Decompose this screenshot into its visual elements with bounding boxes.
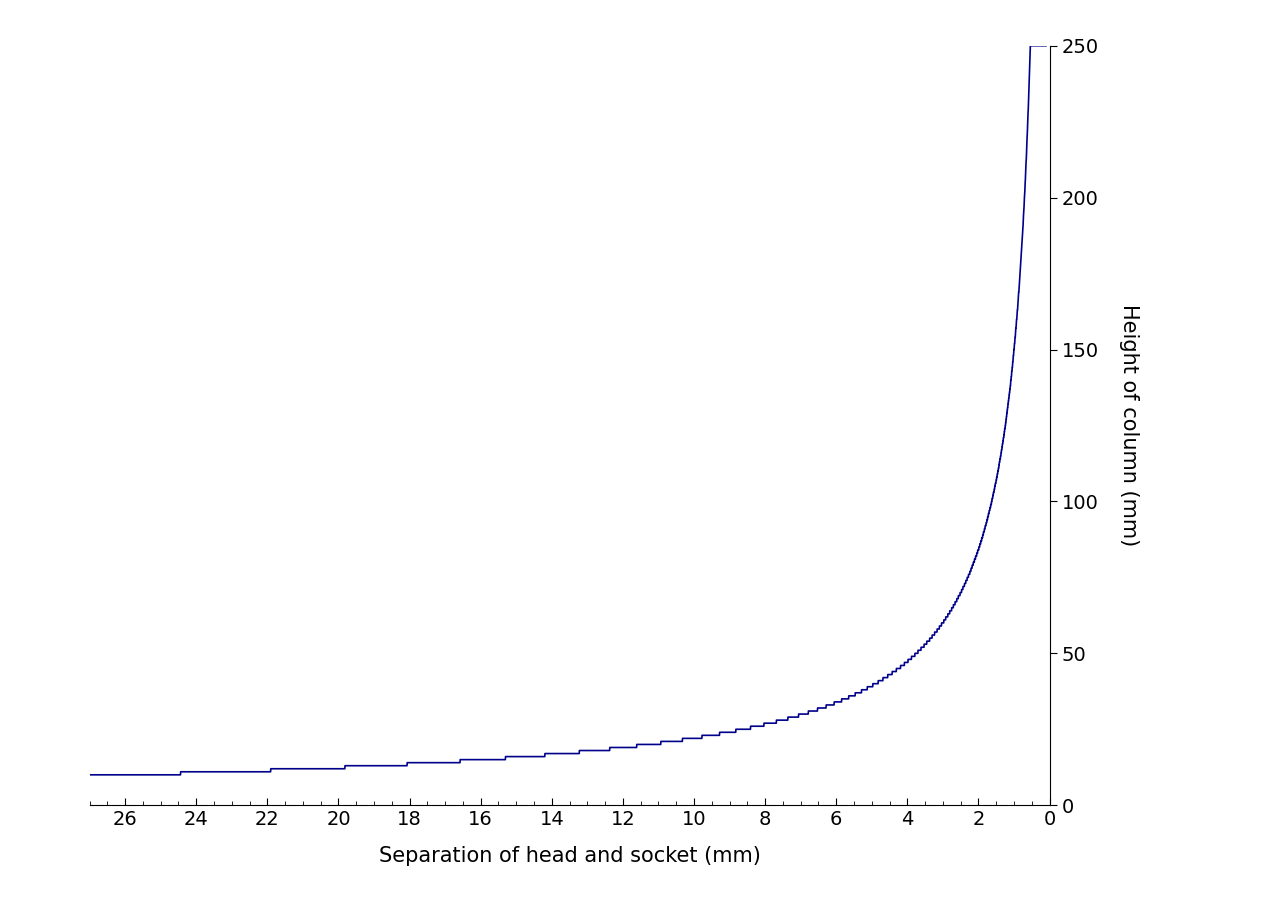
X-axis label: Separation of head and socket (mm): Separation of head and socket (mm) [379, 845, 760, 866]
Y-axis label: Height of column (mm): Height of column (mm) [1120, 305, 1139, 546]
